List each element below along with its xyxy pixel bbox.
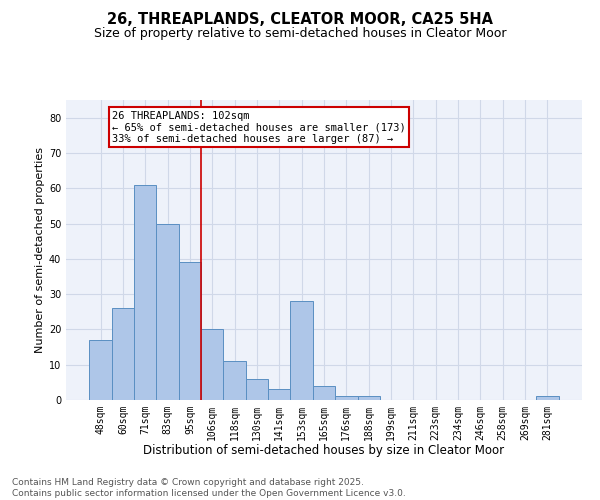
Text: 26, THREAPLANDS, CLEATOR MOOR, CA25 5HA: 26, THREAPLANDS, CLEATOR MOOR, CA25 5HA [107, 12, 493, 28]
Bar [157, 224, 179, 400]
X-axis label: Distribution of semi-detached houses by size in Cleator Moor: Distribution of semi-detached houses by … [143, 444, 505, 458]
Bar [358, 396, 380, 400]
Bar [290, 301, 313, 400]
Bar [134, 184, 157, 400]
Text: Contains HM Land Registry data © Crown copyright and database right 2025.
Contai: Contains HM Land Registry data © Crown c… [12, 478, 406, 498]
Bar [112, 308, 134, 400]
Bar [201, 330, 223, 400]
Bar [536, 396, 559, 400]
Text: 26 THREAPLANDS: 102sqm
← 65% of semi-detached houses are smaller (173)
33% of se: 26 THREAPLANDS: 102sqm ← 65% of semi-det… [112, 110, 406, 144]
Bar [313, 386, 335, 400]
Bar [223, 361, 246, 400]
Text: Size of property relative to semi-detached houses in Cleator Moor: Size of property relative to semi-detach… [94, 28, 506, 40]
Bar [89, 340, 112, 400]
Bar [179, 262, 201, 400]
Bar [335, 396, 358, 400]
Bar [246, 379, 268, 400]
Y-axis label: Number of semi-detached properties: Number of semi-detached properties [35, 147, 44, 353]
Bar [268, 390, 290, 400]
